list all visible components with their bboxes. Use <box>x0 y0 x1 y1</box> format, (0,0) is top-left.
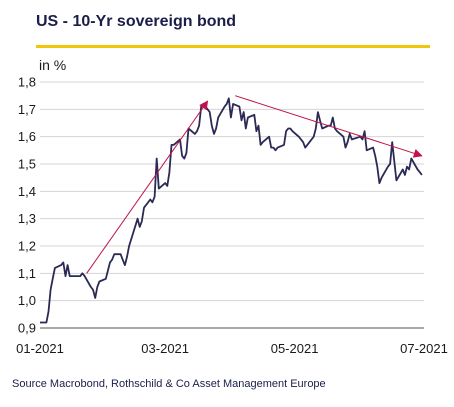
series-line <box>40 97 423 324</box>
y-tick-label: 1,5 <box>18 157 36 172</box>
trend-arrow <box>86 100 209 274</box>
y-tick-label: 0,9 <box>18 321 36 336</box>
x-tick-label: 07-2021 <box>400 341 448 356</box>
y-tick-label: 1,3 <box>18 211 36 226</box>
y-tick-label: 1,4 <box>18 184 36 199</box>
y-tick-label: 1,1 <box>18 266 36 281</box>
x-tick-label: 03-2021 <box>141 341 189 356</box>
x-tick-label: 05-2021 <box>271 341 319 356</box>
trend-arrow <box>235 95 423 158</box>
source-note: Source Macrobond, Rothschild & Co Asset … <box>12 378 326 390</box>
y-tick-label: 1,0 <box>18 293 36 308</box>
y-axis-unit-label: in % <box>39 57 67 73</box>
title-rule <box>36 45 430 48</box>
x-tick-label: 01-2021 <box>16 341 64 356</box>
y-tick-label: 1,6 <box>18 129 36 144</box>
y-tick-label: 1,2 <box>18 239 36 254</box>
chart-title: US - 10-Yr sovereign bond <box>36 13 237 30</box>
y-tick-label: 1,7 <box>18 102 36 117</box>
y-tick-label: 1,8 <box>18 75 36 90</box>
